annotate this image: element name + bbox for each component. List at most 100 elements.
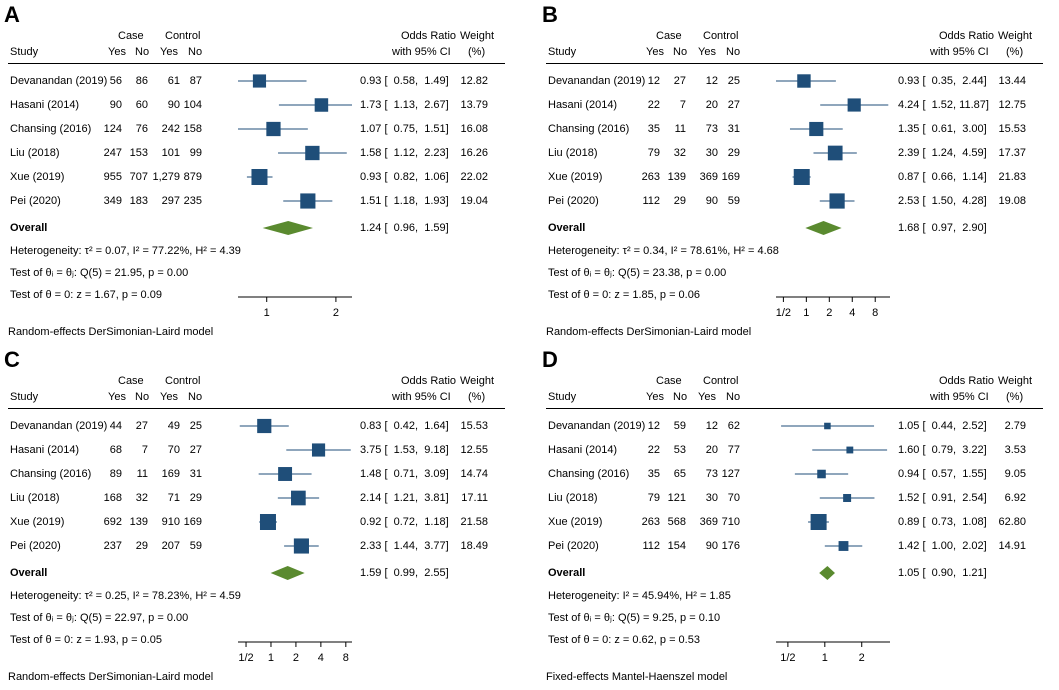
control-yes-value: 90: [705, 540, 718, 552]
study-name: Xue (2019): [548, 516, 603, 528]
study-box: [311, 443, 326, 457]
study-box: [829, 193, 845, 209]
x-tick-label: 2: [333, 307, 339, 319]
x-tick-label: 2: [826, 307, 832, 319]
heterogeneity-stat-2: Test of θ = 0: z = 1.93, p = 0.05: [10, 634, 162, 646]
case-yes-value: 56: [109, 75, 122, 87]
study-box: [300, 193, 316, 209]
odds-ratio-ci: 1.58 [ 1.12, 2.23]: [360, 147, 449, 159]
weight-value: 2.79: [1004, 420, 1026, 432]
weight-value: 15.53: [460, 420, 488, 432]
case-yes-value: 349: [103, 195, 122, 207]
weight-header: Weight: [998, 30, 1033, 42]
study-box: [824, 422, 831, 430]
case-no-value: 121: [667, 492, 686, 504]
forest-panel-b: B Case Control Study Yes No Yes No Odds Ratio wit…: [538, 0, 1058, 340]
overall-diamond: [262, 221, 314, 235]
case-yes-header: Yes: [646, 46, 664, 58]
odds-ratio-header: Odds Ratio: [401, 30, 457, 42]
control-yes-value: 169: [161, 468, 180, 480]
heterogeneity-stat-2: Test of θ = 0: z = 1.85, p = 0.06: [548, 289, 700, 301]
odds-ratio-ci: 0.87 [ 0.66, 1.14]: [898, 171, 987, 183]
study-name: Chansing (2016): [10, 123, 92, 135]
study-name: Hasani (2014): [10, 99, 80, 111]
case-no-header: No: [673, 391, 688, 403]
weight-value: 14.74: [460, 468, 488, 480]
control-no-value: 99: [189, 147, 202, 159]
case-yes-value: 12: [647, 420, 660, 432]
study-name: Chansing (2016): [10, 468, 92, 480]
ci-header: with 95% CI: [392, 46, 451, 58]
control-yes-value: 910: [161, 516, 180, 528]
x-tick-label: 1/2: [238, 652, 253, 664]
odds-ratio-ci: 0.89 [ 0.73, 1.08]: [898, 516, 987, 528]
case-no-value: 183: [129, 195, 148, 207]
weight-value: 3.53: [1004, 444, 1026, 456]
control-no-value: 158: [183, 123, 202, 135]
study-name: Pei (2020): [548, 540, 599, 552]
study-box: [252, 74, 267, 88]
control-yes-value: 20: [705, 99, 718, 111]
x-tick-label: 4: [849, 307, 855, 319]
study-name: Xue (2019): [10, 171, 65, 183]
control-header: Control: [165, 30, 201, 42]
case-no-value: 29: [135, 540, 148, 552]
case-no-value: 53: [673, 444, 686, 456]
x-tick-label: 2: [293, 652, 299, 664]
odds-ratio-ci: 2.39 [ 1.24, 4.59]: [898, 147, 987, 159]
control-no-value: 31: [189, 468, 202, 480]
case-no-value: 154: [667, 540, 686, 552]
study-name: Hasani (2014): [548, 99, 618, 111]
overall-label: Overall: [10, 567, 48, 579]
odds-ratio-ci: 0.94 [ 0.57, 1.55]: [898, 468, 987, 480]
control-yes-value: 207: [161, 540, 180, 552]
study-box: [266, 121, 281, 137]
weight-value: 19.04: [460, 195, 488, 207]
control-no-value: 176: [721, 540, 740, 552]
control-no-value: 235: [183, 195, 202, 207]
case-no-value: 65: [673, 468, 686, 480]
control-yes-value: 12: [705, 420, 718, 432]
study-name: Liu (2018): [548, 147, 598, 159]
weight-value: 13.44: [998, 75, 1026, 87]
header-rule: [8, 63, 505, 64]
control-no-value: 70: [727, 492, 740, 504]
weight-value: 16.08: [460, 123, 488, 135]
case-yes-value: 124: [103, 123, 122, 135]
odds-ratio-ci: 1.60 [ 0.79, 3.22]: [898, 444, 987, 456]
weight-header: Weight: [460, 375, 495, 387]
panel-label: C: [4, 347, 20, 372]
case-yes-header: Yes: [108, 391, 126, 403]
weight-value: 12.82: [460, 75, 488, 87]
forest-plot: 1/2 1 2 4 8: [776, 74, 890, 319]
x-tick-label: 2: [859, 652, 865, 664]
heterogeneity-stat-0: Heterogeneity: τ² = 0.07, I² = 77.22%, H…: [10, 245, 241, 257]
control-no-header: No: [726, 46, 741, 58]
heterogeneity-stat-1: Test of θᵢ = θⱼ: Q(5) = 9.25, p = 0.10: [548, 612, 721, 624]
overall-odds-ratio-ci: 1.24 [ 0.96, 1.59]: [360, 222, 449, 234]
case-no-value: 59: [673, 420, 686, 432]
control-yes-value: 12: [705, 75, 718, 87]
odds-ratio-ci: 1.35 [ 0.61, 3.00]: [898, 123, 987, 135]
odds-ratio-header: Odds Ratio: [939, 30, 995, 42]
control-no-value: 62: [727, 420, 740, 432]
case-no-value: 76: [135, 123, 148, 135]
control-yes-value: 73: [705, 468, 718, 480]
forest-panel-a: A Case Control Study Yes No Yes No Odds Ratio wit…: [0, 0, 520, 340]
odds-ratio-ci: 1.42 [ 1.00, 2.02]: [898, 540, 987, 552]
control-no-value: 710: [721, 516, 740, 528]
control-no-value: 29: [189, 492, 202, 504]
case-yes-value: 44: [109, 420, 122, 432]
study-name: Chansing (2016): [548, 468, 630, 480]
panel-label: A: [4, 2, 20, 27]
control-no-value: 879: [183, 171, 202, 183]
model-note: Fixed-effects Mantel-Haenszel model: [546, 671, 728, 683]
case-yes-value: 247: [103, 147, 122, 159]
control-yes-value: 369: [699, 171, 718, 183]
heterogeneity-stat-1: Test of θᵢ = θⱼ: Q(5) = 22.97, p = 0.00: [10, 612, 189, 624]
control-no-value: 169: [721, 171, 740, 183]
control-no-value: 31: [727, 123, 740, 135]
case-yes-value: 22: [647, 444, 660, 456]
study-name: Hasani (2014): [548, 444, 618, 456]
control-no-header: No: [188, 46, 203, 58]
